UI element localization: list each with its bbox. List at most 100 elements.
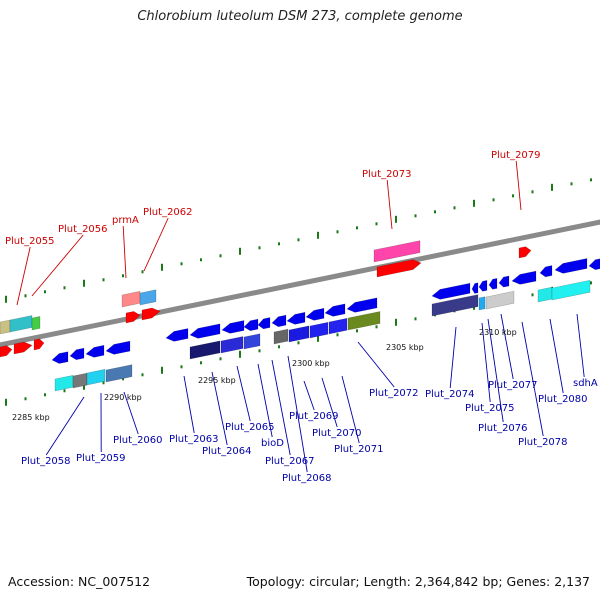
tick-mark [141,373,144,377]
feature-box [243,333,261,350]
feature-box [551,279,591,301]
reverse-gene-arrow [105,340,131,355]
tick-mark [356,329,358,333]
genome-backbone [0,219,600,348]
reverse-gene-arrow [257,317,271,330]
scale-tick-label: 2285 kbp [12,413,50,422]
tick-mark [44,290,46,294]
tick-mark [453,206,456,210]
forward-gene-arrow [13,341,33,355]
reverse-gene-arrow [471,282,479,294]
tick-mark [63,286,66,290]
gene-label: Plut_2078 [518,437,568,448]
tick-mark [161,263,163,271]
scale-tick-label: 2305 kbp [386,343,424,352]
scale-tick-label: 2290 kbp [104,393,142,402]
reverse-gene-arrow [51,351,69,364]
tick-mark [200,361,202,365]
tick-mark [512,194,514,198]
tick-mark [414,214,417,218]
tick-mark [395,318,397,326]
gene-label: Plut_2058 [21,456,71,467]
reverse-gene-arrow [271,314,287,328]
reverse-gene-arrow [305,307,325,321]
label-leader-line [123,391,139,435]
reverse-gene-arrow [85,344,105,358]
reverse-gene-arrow [488,277,498,290]
label-leader-line [257,363,273,438]
tick-mark [122,377,124,381]
gene-label: Plut_2067 [265,456,315,467]
map-title: Chlorobium luteolum DSM 273, complete ge… [137,9,463,24]
feature-box [309,321,329,339]
label-leader-line [515,160,522,211]
feature-box [347,311,381,331]
accession-text: Accession: NC_007512 [8,574,151,589]
label-leader-line [481,322,491,403]
gene-label: Plut_2071 [334,444,384,455]
gene-label: Plut_2069 [289,411,339,422]
label-leader-line [45,396,85,456]
tick-mark [24,397,27,401]
forward-gene-arrow [33,338,45,351]
feature-box [121,290,141,308]
feature-box [288,325,310,343]
feature-box [105,364,133,383]
topology-text: Topology: circular; Length: 2,364,842 bp… [246,574,590,589]
tick-mark [239,247,241,255]
label-leader-line [236,365,251,422]
reverse-gene-arrow [324,303,346,317]
tick-mark [297,238,300,242]
scale-tick-label: 2295 kbp [198,376,236,385]
feature-box [220,336,244,354]
tick-mark [434,210,436,214]
gene-label: Plut_2064 [202,446,252,457]
feature-box [9,315,33,333]
tick-mark [5,295,7,303]
feature-box [478,296,486,311]
reverse-gene-arrow [346,297,378,313]
label-leader-line [303,380,315,411]
gene-label: Plut_2077 [488,380,538,391]
feature-box [537,286,553,303]
reverse-gene-arrow [221,320,245,334]
gene-label: Plut_2075 [465,403,515,414]
label-leader-line [16,246,31,306]
label-leader-line [549,318,564,394]
label-leader-line [287,355,308,473]
gene-label: Plut_2060 [113,435,163,446]
label-leader-line [183,375,195,434]
reverse-gene-arrow [511,270,537,285]
gene-label: Plut_2073 [362,169,412,180]
tick-mark [590,281,592,285]
tick-mark [531,190,534,194]
gene-label: Plut_2080 [538,394,588,405]
gene-label: Plut_2079 [491,150,541,161]
tick-mark [102,278,105,282]
tick-mark [278,345,280,349]
feature-box [189,340,221,360]
tick-mark [297,341,300,345]
reverse-gene-arrow [554,258,588,274]
tick-mark [473,199,475,207]
feature-box [54,374,74,392]
feature-box [485,290,515,310]
gene-label: Plut_2070 [312,428,362,439]
tick-mark [63,389,66,393]
tick-mark [239,350,241,358]
tick-mark [180,365,183,369]
tick-mark [590,178,592,182]
label-leader-line [386,179,393,230]
gene-label: Plut_2065 [225,422,275,433]
label-leader-line [143,217,169,272]
label-leader-line [357,341,395,388]
tick-mark [180,262,183,266]
forward-gene-arrow [518,246,532,259]
tick-mark [219,254,222,258]
tick-mark [375,222,378,226]
tick-mark [317,231,319,239]
label-leader-line [341,375,360,444]
reverse-gene-arrow [539,265,553,278]
tick-mark [531,293,534,297]
